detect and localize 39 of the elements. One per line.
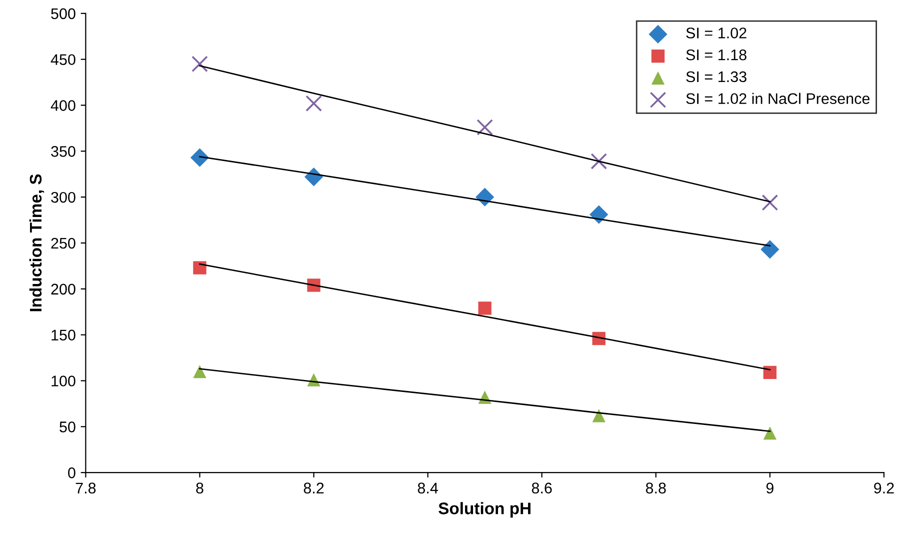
point [762,194,778,211]
x-tick-label: 8.4 [418,482,438,494]
y-tick-label: 200 [51,284,76,295]
x-tick-label: 8.8 [646,482,666,494]
point [590,153,608,170]
point [476,188,494,206]
x-tick-label: 9 [766,482,774,494]
legend-label: SI = 1.33 [686,71,746,82]
x-tick-label: 9.2 [874,482,894,494]
x-tick-label: 8 [196,482,204,494]
point [193,261,206,274]
x-tick-label: 8.2 [304,482,324,494]
point [192,56,208,72]
x-tick-label: 7.8 [76,482,96,494]
point [478,302,492,315]
point [763,366,777,380]
y-tick-label: 50 [60,422,76,432]
y-tick-label: 450 [50,54,76,66]
point [760,240,780,259]
y-tick-label: 400 [50,100,76,111]
point [763,426,777,440]
point [590,205,608,224]
x-axis-title: Solution pH [438,502,530,518]
legend-label: SI = 1.02 [686,28,746,38]
legend-label: SI = 1.18 [686,49,746,60]
y-tick-label: 500 [51,8,76,20]
y-tick-label: 100 [52,376,76,386]
y-tick-label: 150 [52,330,76,341]
point [193,364,206,378]
point [476,119,494,136]
y-tick-label: 350 [51,146,76,157]
y-tick-label: 250 [51,238,76,249]
point [190,148,210,167]
legend-label: SI = 1.02 in NaCl Presence [686,92,870,104]
point [306,95,322,112]
y-axis-title: Induction Time, S [29,174,44,312]
y-tick-label: 0 [68,467,76,478]
x-tick-label: 8.6 [532,482,552,494]
y-tick-label: 300 [51,192,76,203]
